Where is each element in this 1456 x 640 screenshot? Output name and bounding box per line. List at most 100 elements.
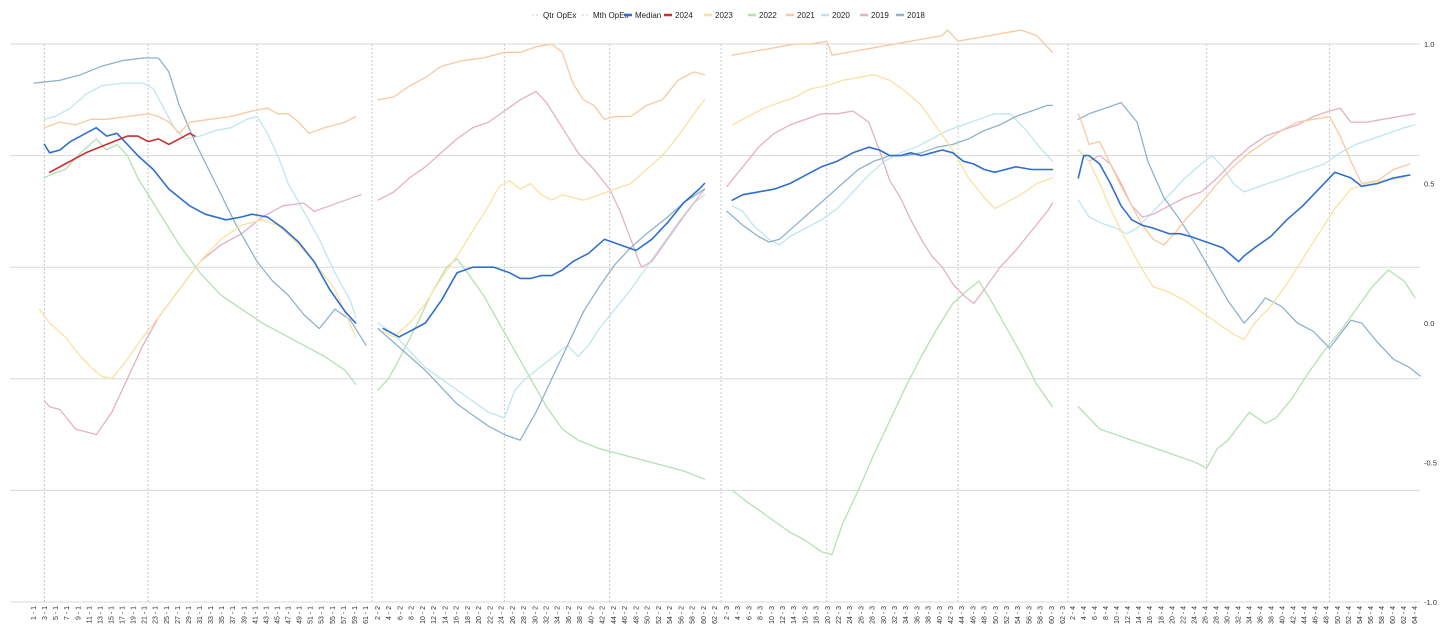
gridlines xyxy=(10,43,1420,603)
x-tick-label: 22 - 4 xyxy=(1180,606,1187,624)
x-tick-label: 46 - 4 xyxy=(1313,606,1320,624)
x-tick-label: 51 - 1 xyxy=(308,606,315,624)
legend-item[interactable]: 2022 xyxy=(748,11,777,20)
x-tick-label: 60 - 2 xyxy=(701,606,708,624)
series-line-2019-q1 xyxy=(43,194,362,436)
x-tick-label: 58 - 4 xyxy=(1379,606,1386,624)
x-tick-label: 34 - 4 xyxy=(1247,606,1254,624)
x-tick-label: 14 - 2 xyxy=(442,606,449,624)
series-line-2022-q2 xyxy=(377,258,706,480)
x-tick-label: 56 - 4 xyxy=(1368,606,1375,624)
y-tick-label: 0.5 xyxy=(1424,180,1434,189)
x-tick-label: 43 - 1 xyxy=(263,606,270,624)
x-tick-label: 33 - 1 xyxy=(208,606,215,624)
x-tick-label: 28 - 2 xyxy=(521,606,528,624)
x-tick-label: 44 - 4 xyxy=(1302,606,1309,624)
x-tick-label: 2 - 3 xyxy=(724,606,731,620)
x-tick-label: 8 - 2 xyxy=(409,606,416,620)
x-tick-label: 36 - 3 xyxy=(914,606,921,624)
x-tick-label: 58 - 3 xyxy=(1038,606,1045,624)
x-tick-label: 60 - 3 xyxy=(1049,606,1056,624)
legend-label: Qtr OpEx xyxy=(543,11,576,20)
legend-item[interactable]: Mth OpEx xyxy=(582,11,629,20)
x-tick-label: 54 - 3 xyxy=(1015,606,1022,624)
y-axis-ticks: 1.0 0.5 0.0 -0.5 -1.0 xyxy=(1424,40,1437,607)
x-tick-label: 48 - 2 xyxy=(633,606,640,624)
x-tick-label: 12 - 4 xyxy=(1125,606,1132,624)
legend-item[interactable]: 2024 xyxy=(664,11,693,20)
x-tick-label: 26 - 3 xyxy=(858,606,865,624)
legend-item[interactable]: 2019 xyxy=(860,11,889,20)
series-line-median-q3 xyxy=(731,146,1054,201)
x-tick-label: 20 - 2 xyxy=(476,606,483,624)
x-tick-label: 47 - 1 xyxy=(286,606,293,624)
legend-item[interactable]: 2021 xyxy=(786,11,815,20)
x-tick-label: 55 - 1 xyxy=(330,606,337,624)
x-tick-label: 8 - 3 xyxy=(758,606,765,620)
legend-item[interactable]: Median xyxy=(624,11,661,20)
legend-label: 2020 xyxy=(832,11,850,20)
legend-item[interactable]: 2018 xyxy=(896,11,925,20)
x-tick-label: 11 - 1 xyxy=(86,606,93,623)
x-tick-label: 15 - 1 xyxy=(109,606,116,624)
x-tick-label: 50 - 4 xyxy=(1335,606,1342,624)
x-tick-label: 25 - 1 xyxy=(164,606,171,624)
x-tick-label: 41 - 1 xyxy=(252,606,259,624)
x-tick-label: 2 - 4 xyxy=(1070,606,1077,620)
x-tick-label: 16 - 4 xyxy=(1147,606,1154,624)
x-tick-label: 58 - 2 xyxy=(690,606,697,624)
series-line-2021-q3 xyxy=(731,29,1054,56)
series-line-2021-q2 xyxy=(377,43,706,120)
legend-item[interactable]: 2020 xyxy=(821,11,850,20)
x-tick-label: 36 - 4 xyxy=(1258,606,1265,624)
x-tick-label: 32 - 2 xyxy=(544,606,551,624)
series-line-median-q2 xyxy=(382,182,706,338)
x-tick-label: 17 - 1 xyxy=(120,606,127,624)
x-tick-label: 28 - 3 xyxy=(870,606,877,624)
series-line-2018-q1 xyxy=(33,57,367,346)
y-tick-label: -1.0 xyxy=(1424,598,1437,607)
x-tick-label: 45 - 1 xyxy=(275,606,282,624)
x-tick-label: 38 - 3 xyxy=(926,606,933,624)
x-tick-label: 12 - 2 xyxy=(431,606,438,624)
x-tick-label: 44 - 3 xyxy=(959,606,966,624)
x-tick-label: 48 - 4 xyxy=(1324,606,1331,624)
x-tick-label: 54 - 4 xyxy=(1357,606,1364,624)
series-line-2021-q4 xyxy=(1077,113,1411,246)
x-tick-label: 3 - 1 xyxy=(42,606,49,620)
x-tick-label: 40 - 4 xyxy=(1280,606,1287,624)
series-line-2023-q2 xyxy=(382,99,706,338)
series-line-2020-q2 xyxy=(377,194,706,419)
x-tick-label: 36 - 2 xyxy=(566,606,573,624)
x-tick-label: 57 - 1 xyxy=(341,606,348,624)
x-tick-label: 52 - 3 xyxy=(1004,606,1011,624)
series-line-2020-q3 xyxy=(731,113,1054,246)
x-tick-label: 31 - 1 xyxy=(197,606,204,624)
y-tick-label: 0.0 xyxy=(1424,319,1434,328)
x-axis-ticks: 1 - 1 3 - 1 5 - 1 7 - 1 9 - 1 11 - 1 13 - 1 15 … xyxy=(31,606,1419,624)
series-line-median-q1 xyxy=(43,126,357,324)
y-tick-label: -0.5 xyxy=(1424,459,1437,468)
x-tick-label: 4 - 4 xyxy=(1081,606,1088,620)
legend-label: 2023 xyxy=(715,11,733,20)
x-tick-label: 14 - 3 xyxy=(791,606,798,624)
x-tick-label: 42 - 2 xyxy=(600,606,607,624)
series-line-2022-q1 xyxy=(43,138,357,386)
legend-item[interactable]: 2023 xyxy=(704,11,733,20)
x-tick-label: 35 - 1 xyxy=(219,606,226,624)
x-tick-label: 30 - 4 xyxy=(1225,606,1232,624)
x-tick-label: 44 - 2 xyxy=(611,606,618,624)
legend-label: 2018 xyxy=(907,11,925,20)
x-tick-label: 62 - 4 xyxy=(1401,606,1408,624)
x-tick-label: 37 - 1 xyxy=(230,606,237,624)
x-tick-label: 60 - 4 xyxy=(1390,606,1397,624)
x-tick-label: 30 - 2 xyxy=(532,606,539,624)
x-tick-label: 42 - 4 xyxy=(1291,606,1298,624)
legend-item[interactable]: Qtr OpEx xyxy=(532,11,576,20)
series-line-2019-q2 xyxy=(377,90,706,268)
x-tick-label: 39 - 1 xyxy=(241,606,248,624)
x-tick-label: 53 - 1 xyxy=(319,606,326,624)
series-line-2024-q1 xyxy=(48,132,196,174)
